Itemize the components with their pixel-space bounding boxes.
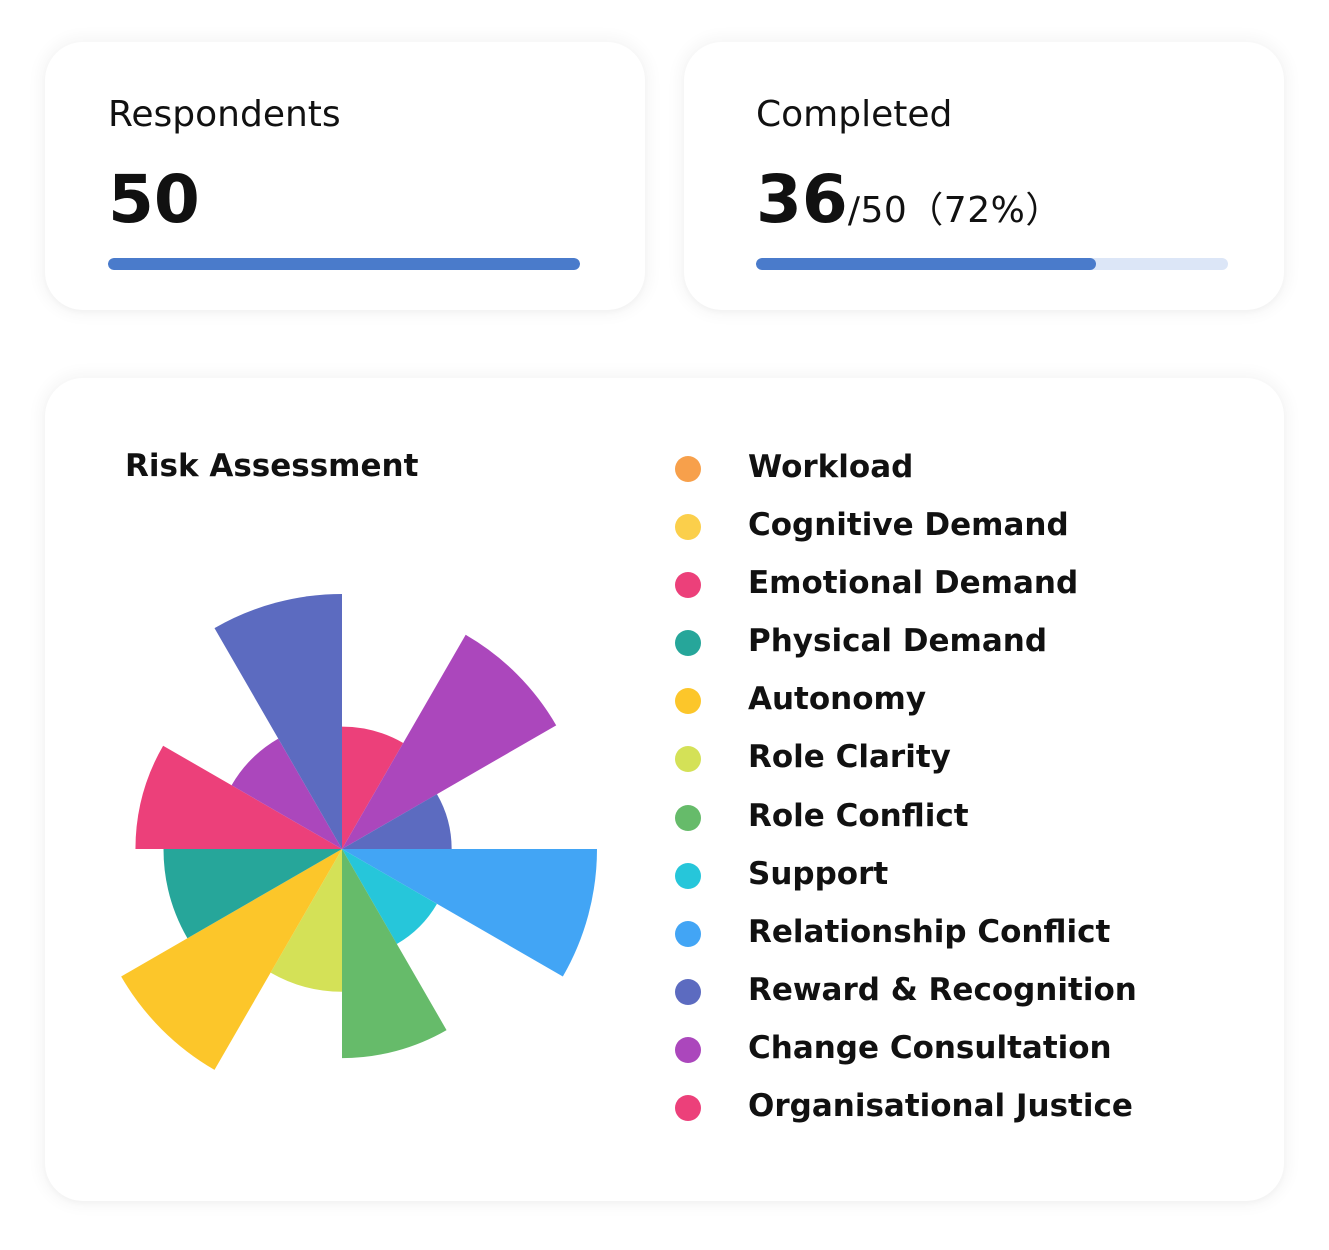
legend-color-dot (675, 630, 701, 657)
completed-progress-bar (756, 258, 1228, 270)
legend-label: Role Clarity (748, 739, 951, 776)
rose-segment-change-consultation[interactable] (231, 738, 342, 849)
legend-label: Autonomy (748, 681, 927, 718)
rose-segment-reward-recognition[interactable] (214, 594, 343, 849)
rose-segment-role-conflict[interactable] (342, 849, 447, 1059)
legend-color-dot (675, 456, 701, 482)
rose-segment-organisational-justice[interactable] (342, 726, 404, 849)
risk-polar-area-chart (121, 594, 597, 1070)
rose-segment-relationship-conflict[interactable] (342, 849, 597, 977)
legend-label: Cognitive Demand (748, 507, 1069, 544)
rose-segment-role-clarity[interactable] (270, 849, 342, 992)
respondents-card: Respondents 50 (45, 42, 645, 310)
completed-card: Completed 36/50（72%） (684, 42, 1284, 310)
legend-color-dot (675, 572, 701, 599)
legend-color-dot (675, 920, 701, 947)
legend-color-dot (675, 514, 701, 541)
respondents-value: 50 (108, 161, 200, 238)
legend-color-dot (675, 1095, 701, 1122)
risk-assessment-card: Risk Assessment Workload Cognitive Demand… (45, 378, 1284, 1201)
legend-label: Relationship Conflict (748, 913, 1111, 950)
legend-label: Emotional Demand (748, 565, 1079, 602)
legend-label: Physical Demand (748, 623, 1048, 660)
rose-segment-emotional-demand[interactable] (135, 745, 342, 849)
legend-label: Workload (748, 449, 914, 485)
legend-label: Reward & Recognition (748, 971, 1137, 1008)
legend-color-dot (675, 746, 701, 773)
completed-progress-fill (756, 258, 1096, 270)
completed-value-row: 36/50（72%） (756, 160, 1062, 251)
respondents-progress-fill (108, 258, 580, 270)
legend-color-dot (675, 804, 701, 831)
completed-detail: /50（72%） (847, 190, 1062, 231)
legend-color-dot (675, 688, 701, 715)
completed-value: 36 (756, 161, 848, 238)
legend-label: Role Conflict (748, 797, 969, 834)
respondents-label: Respondents (108, 94, 341, 135)
rose-segment-support[interactable] (342, 849, 437, 944)
legend-label: Change Consultation (748, 1029, 1112, 1066)
legend-color-dot (675, 1036, 701, 1063)
chart-title: Risk Assessment (125, 448, 419, 484)
legend-color-dot (675, 862, 701, 889)
legend-color-dot (675, 978, 701, 1005)
completed-label: Completed (756, 94, 953, 135)
respondents-progress-bar (108, 258, 580, 270)
legend-label: Organisational Justice (748, 1088, 1133, 1125)
rose-segment-reward-recognition[interactable] (342, 794, 452, 849)
rose-segment-change-consultation[interactable] (342, 634, 557, 849)
rose-segment-physical-demand[interactable] (163, 849, 343, 939)
legend-label: Support (748, 855, 889, 892)
rose-segment-autonomy[interactable] (121, 849, 342, 1070)
